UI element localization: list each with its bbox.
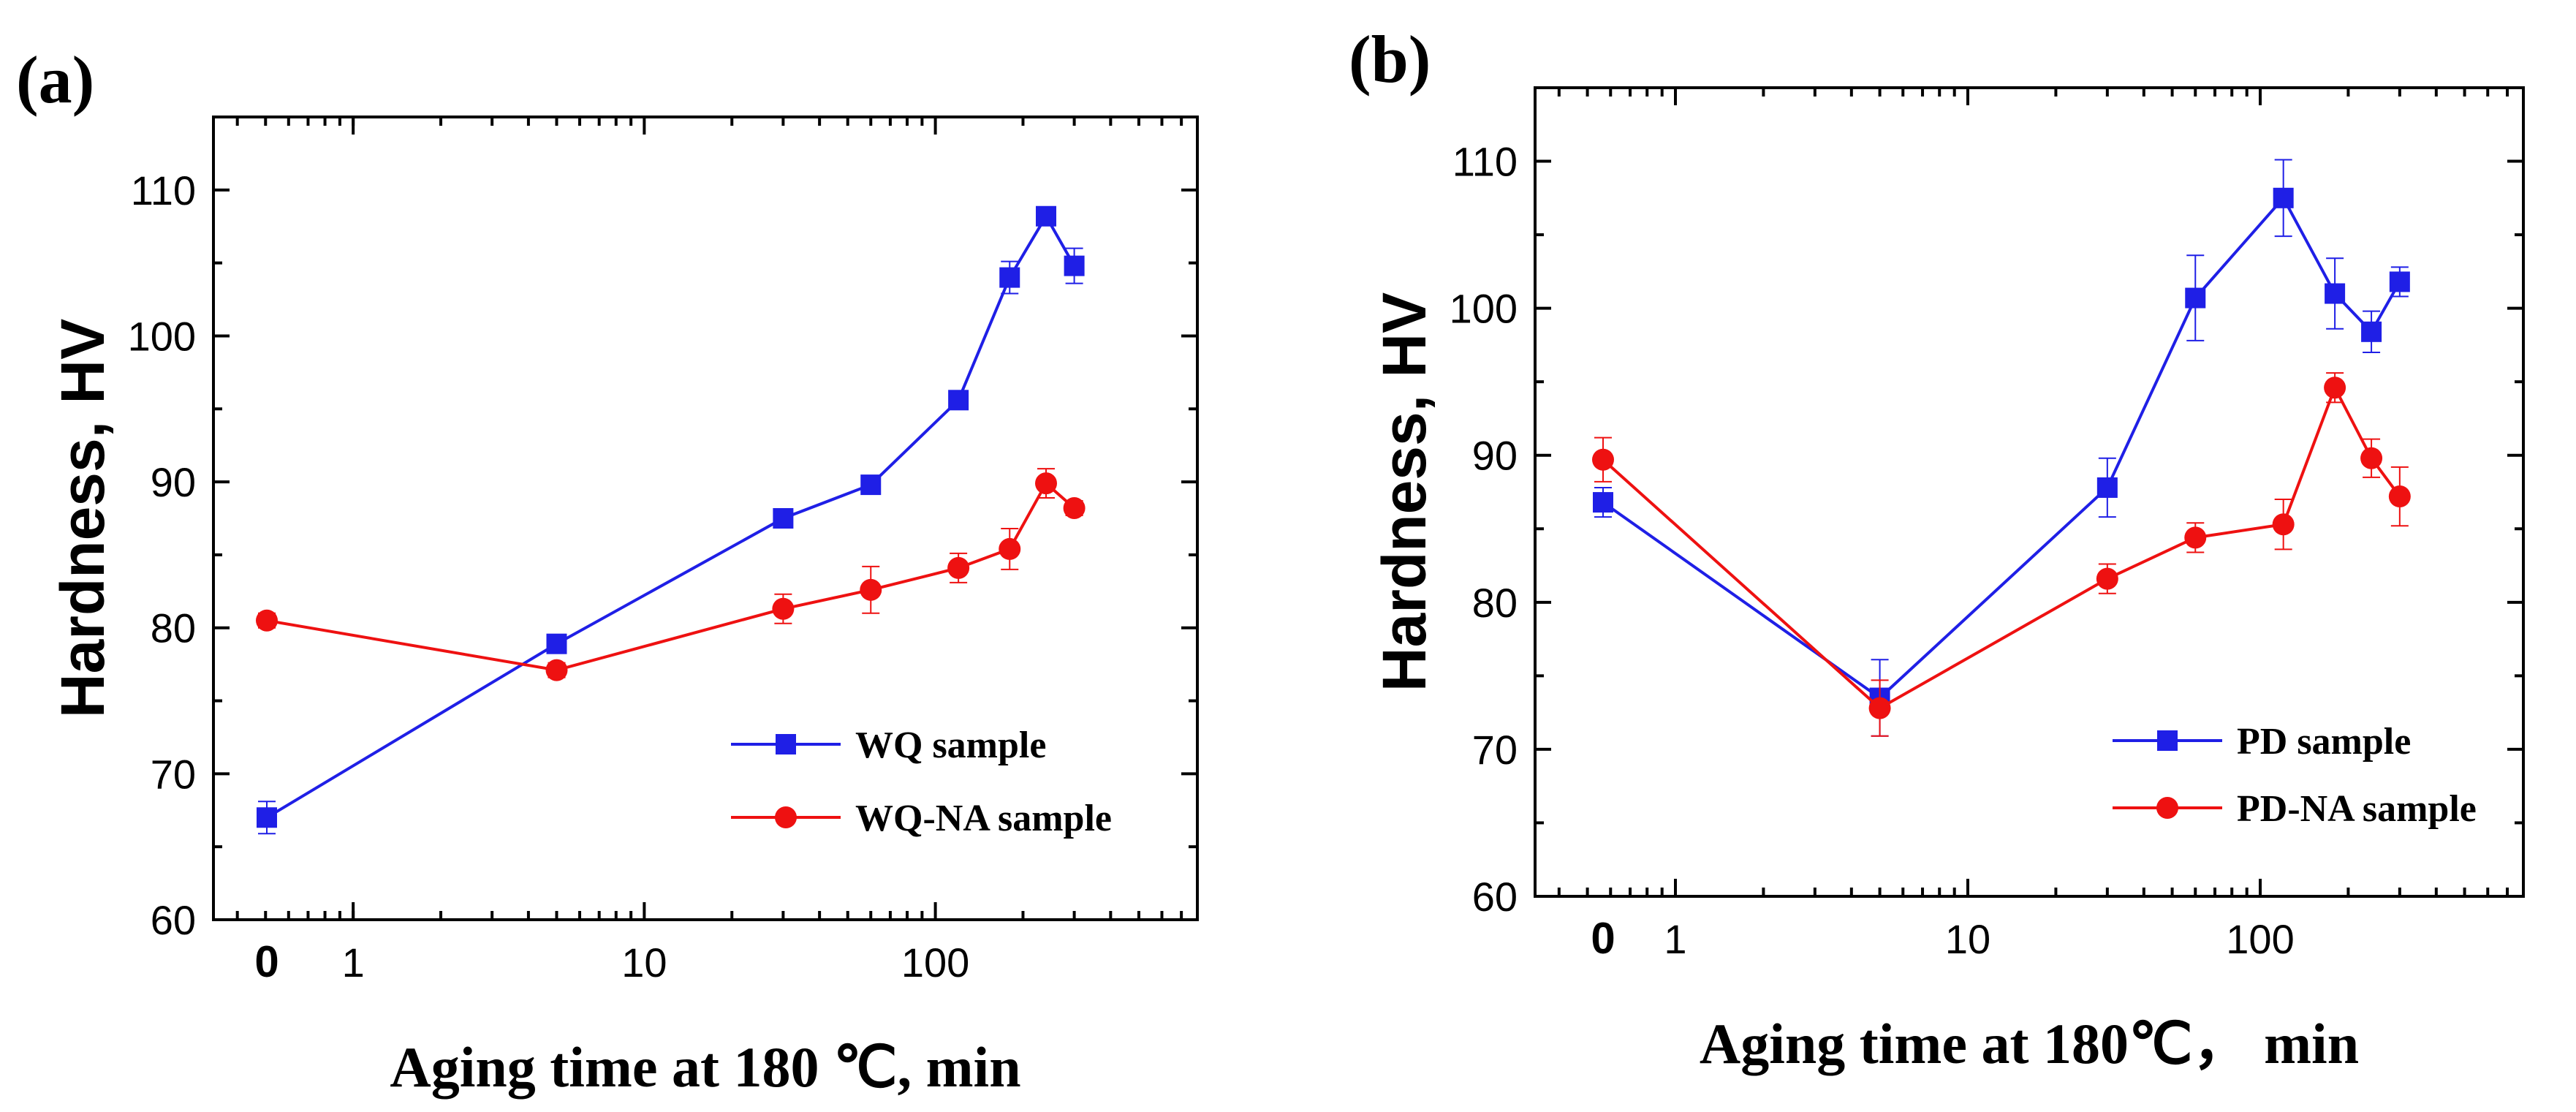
y-tick-label: 60: [1472, 874, 1518, 920]
legend: WQ sample WQ-NA sample: [731, 725, 1112, 839]
data-point: [2185, 287, 2206, 309]
x-tick-label: 0: [1591, 914, 1615, 963]
y-tick-label: 110: [1452, 139, 1518, 185]
x-tick-label: 10: [1945, 916, 1990, 962]
y-tick-label: 70: [151, 751, 196, 797]
data-point: [2272, 513, 2295, 536]
data-point: [2360, 447, 2383, 469]
data-point: [772, 597, 795, 620]
data-point: [1592, 448, 1614, 471]
data-point: [257, 807, 277, 828]
data-point: [1868, 697, 1891, 719]
legend-label: PD-NA sample: [2237, 788, 2477, 830]
data-point: [2273, 187, 2294, 208]
panel-label: (b): [1349, 22, 1431, 97]
series-pd-na-sample: [1592, 372, 2411, 737]
panel-label: (a): [16, 42, 94, 117]
data-point: [2325, 283, 2346, 304]
legend: PD sample PD-NA sample: [2113, 721, 2477, 830]
x-tick-label: 1: [342, 939, 365, 986]
y-tick-label: 90: [151, 459, 196, 505]
series-wq-na-sample: [256, 468, 1086, 681]
data-point: [773, 508, 794, 529]
plot-frame: [212, 116, 1199, 921]
data-point: [2096, 567, 2118, 590]
data-point: [1035, 472, 1058, 495]
plot-frame: [1534, 86, 2525, 898]
legend-label: PD sample: [2237, 721, 2411, 763]
x-axis-label: Aging time at 180 ℃, min: [390, 1035, 1020, 1099]
x-tick-label: 0: [254, 937, 279, 986]
y-tick-label: 80: [151, 605, 196, 651]
data-point: [546, 633, 567, 654]
x-axis-label: Aging time at 180℃， min: [1700, 1012, 2359, 1075]
legend-label: WQ sample: [855, 725, 1046, 766]
data-point: [545, 659, 568, 681]
data-point: [1064, 255, 1085, 276]
legend-marker: [776, 734, 796, 754]
y-tick-label: 60: [151, 897, 196, 943]
data-point: [999, 267, 1020, 288]
series-line: [1602, 384, 2401, 711]
legend-label: WQ-NA sample: [855, 798, 1112, 839]
series-line: [1602, 195, 2401, 700]
data-point: [999, 537, 1021, 560]
y-tick-label: 90: [1472, 433, 1518, 479]
data-point: [2324, 377, 2346, 399]
x-tick-label: 10: [621, 939, 667, 986]
data-point: [1063, 497, 1086, 520]
data-point: [947, 556, 970, 579]
y-tick-label: 100: [128, 313, 196, 359]
data-point: [256, 609, 278, 632]
y-tick-label: 100: [1450, 286, 1518, 332]
data-point: [860, 578, 882, 601]
y-tick-label: 70: [1472, 727, 1518, 773]
data-point: [2389, 271, 2410, 292]
y-axis-label: Hardness, HV: [1370, 292, 1439, 692]
data-point: [1036, 205, 1057, 227]
y-axis-label: Hardness, HV: [48, 319, 117, 718]
series-wq-sample: [257, 205, 1085, 835]
data-point: [1593, 492, 1613, 513]
y-tick-label: 110: [131, 167, 196, 213]
x-tick-label: 100: [901, 939, 969, 986]
y-tick-label: 80: [1472, 580, 1518, 626]
legend-marker: [2156, 797, 2178, 819]
legend-marker: [2157, 730, 2178, 751]
x-tick-label: 100: [2226, 916, 2294, 962]
data-point: [2096, 477, 2118, 498]
data-point: [2361, 321, 2382, 342]
legend-marker: [775, 806, 797, 828]
data-point: [948, 390, 969, 411]
x-tick-label: 1: [1664, 916, 1686, 962]
data-point: [2388, 485, 2411, 508]
data-point: [860, 474, 882, 496]
series-line: [266, 480, 1075, 672]
data-point: [2184, 526, 2207, 549]
series-pd-sample: [1593, 159, 2410, 737]
